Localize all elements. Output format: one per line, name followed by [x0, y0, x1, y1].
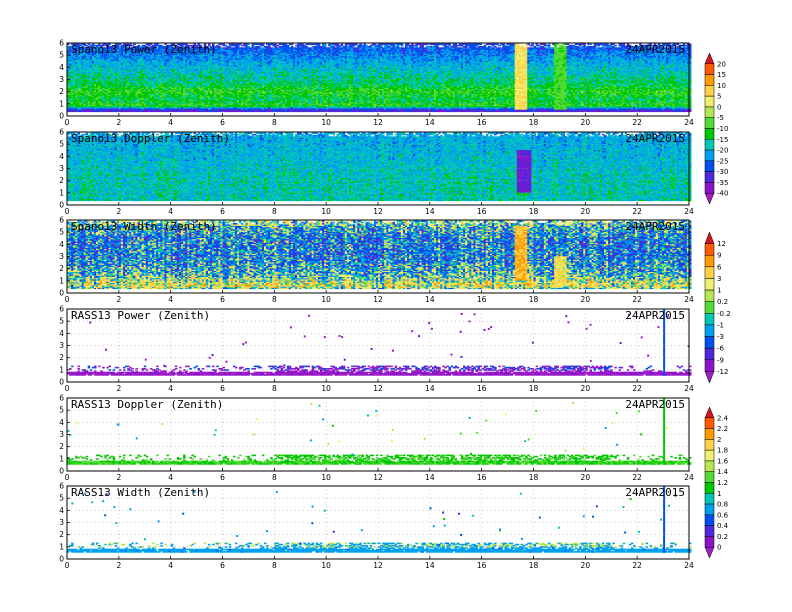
- panel-1: 0 2 4 6 8 10 12 14 16 18 20 22 240123456 Spano13 Powe…: [59, 39, 694, 128]
